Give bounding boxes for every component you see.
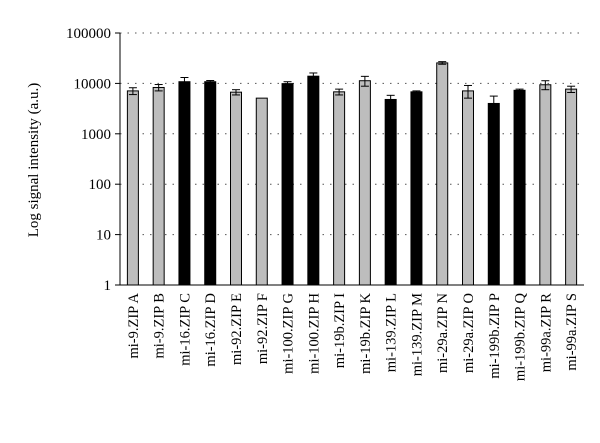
x-tick-label: mi-9.ZIP A (126, 292, 142, 358)
bar (307, 75, 320, 286)
x-axis-labels: mi-9.ZIP A mi-9.ZIP B mi-16.ZIP C mi-16.ZIP… (126, 292, 580, 381)
bar (230, 91, 242, 286)
y-tick-label: 1 (104, 278, 112, 294)
x-tick-label: mi-29a.ZIP N (435, 292, 451, 373)
x-tick-label: mi-100.ZIP G (281, 292, 297, 373)
y-tick-label: 10000 (74, 76, 112, 92)
x-tick-label: mi-199b.ZIP Q (513, 292, 529, 381)
x-tick-label: mi-92.ZIP E (229, 293, 245, 365)
bar (462, 90, 474, 286)
bar (384, 98, 397, 286)
bar (539, 84, 552, 286)
x-tick-label: mi-139.ZIP M (409, 293, 425, 376)
bar (255, 97, 268, 286)
x-tick-label: mi-19b.ZIP I (332, 293, 348, 368)
bar (204, 81, 217, 286)
y-tick-label: 100000 (66, 26, 111, 42)
bar (410, 91, 423, 286)
bar (152, 86, 165, 286)
x-tick-label: mi-19b.ZIP K (358, 292, 374, 373)
x-tick-label: mi-100.ZIP H (306, 292, 322, 373)
x-tick-label: mi-16.ZIP D (203, 293, 219, 367)
bar (178, 81, 191, 286)
bar (565, 88, 578, 286)
x-tick-label: mi-99a.ZIP S (564, 293, 580, 371)
bar (281, 83, 294, 286)
bar (513, 89, 526, 286)
bar (487, 102, 500, 286)
y-axis-label: Log signal intensity (a.u.) (26, 83, 42, 238)
x-tick-label: mi-139.ZIP L (384, 293, 400, 372)
y-axis-ticks: 1 10 100 1000 10000 100000 (66, 26, 120, 294)
error-bars (128, 61, 576, 116)
x-tick-label: mi-199b.ZIP P (487, 293, 503, 379)
y-tick-label: 10 (96, 228, 111, 244)
x-tick-label: mi-16.ZIP C (177, 293, 193, 366)
bar (126, 90, 139, 286)
x-tick-label: mi-9.ZIP B (152, 293, 168, 359)
bar (333, 91, 346, 286)
bars (126, 62, 578, 286)
x-tick-label: mi-99a.ZIP R (538, 293, 554, 373)
x-tick-label: mi-92.ZIP F (255, 293, 271, 364)
bar (436, 62, 449, 286)
x-tick-label: mi-29a.ZIP O (461, 293, 477, 373)
y-tick-label: 1000 (81, 127, 111, 143)
y-tick-label: 100 (89, 177, 112, 193)
bar (358, 80, 371, 286)
